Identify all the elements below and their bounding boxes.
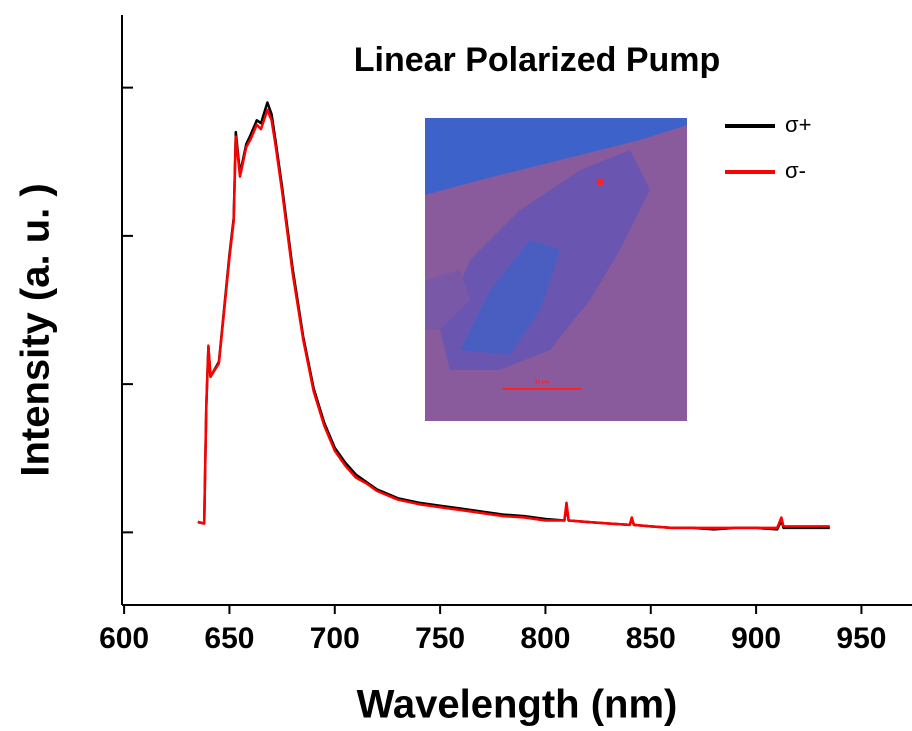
- x-tick-label: 750: [415, 622, 465, 655]
- x-tick-label: 650: [204, 622, 254, 655]
- data-line: [197, 108, 830, 530]
- x-tick-label: 950: [836, 622, 886, 655]
- x-tick-label: 900: [731, 622, 781, 655]
- x-tick-label: 850: [626, 622, 676, 655]
- scale-label: 10 μm: [535, 379, 550, 385]
- inset-image: 10 μm: [425, 118, 687, 421]
- x-axis-label: Wavelength (nm): [357, 683, 678, 727]
- x-tick-label: 700: [310, 622, 360, 655]
- legend-label: σ+: [785, 112, 811, 137]
- x-tick-label: 600: [99, 622, 149, 655]
- y-axis-label: Intensity (a. u. ): [14, 183, 58, 476]
- chart-title: Linear Polarized Pump: [354, 41, 721, 79]
- legend-label: σ-: [785, 158, 806, 183]
- x-tick-label: 800: [520, 622, 570, 655]
